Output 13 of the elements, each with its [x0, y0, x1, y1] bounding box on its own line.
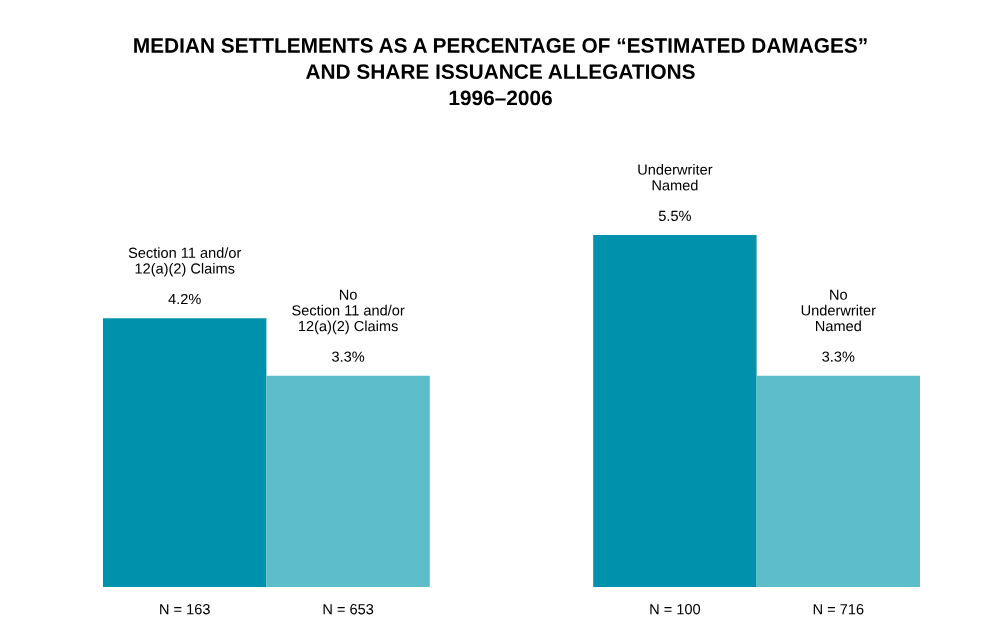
data-label: 3.3%: [822, 351, 855, 362]
x-tick-label: N = 163: [160, 604, 210, 615]
text: Underwriter Named: [638, 164, 713, 191]
data-label: 5.5%: [658, 210, 691, 222]
annotation: No Underwriter Named: [801, 289, 876, 332]
x-tick-label: N = 100: [650, 604, 701, 615]
x-tick-label: N = 716: [813, 604, 864, 615]
x-tick-label: N = 653: [323, 604, 374, 615]
annotation: No Section 11 and/or 12(a)(2) Claims: [292, 289, 405, 335]
chart-title: MEDIAN SETTLEMENTS AS A PERCENTAGE OF “ESTIMATED DAMAGES” AND SHARE ISSUANCE ALLEGATIONS 1996–2006: [134, 38, 867, 106]
data-label: 3.3%: [332, 351, 365, 362]
annotation: Section 11 and/or 12(a)(2) Claims: [128, 247, 242, 277]
data-label: 4.2%: [168, 293, 201, 305]
